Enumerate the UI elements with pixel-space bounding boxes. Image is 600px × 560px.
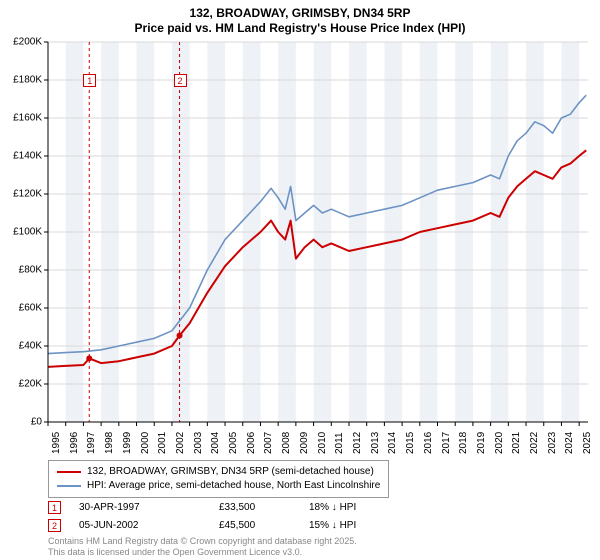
xtick-label: 2013 (370, 432, 381, 454)
xtick-label: 2012 (352, 432, 363, 454)
xtick-label: 2019 (476, 432, 487, 454)
xtick-label: 2025 (582, 432, 593, 454)
footer: Contains HM Land Registry data © Crown c… (48, 536, 357, 558)
legend-label-hpi: HPI: Average price, semi-detached house,… (87, 479, 380, 493)
sales-price-2: £45,500 (219, 520, 309, 531)
xtick-label: 1996 (69, 432, 80, 454)
sale-marker-box: 1 (83, 74, 96, 87)
xtick-label: 2010 (317, 432, 328, 454)
xtick-label: 2011 (334, 432, 345, 454)
xtick-label: 2009 (299, 432, 310, 454)
legend: 132, BROADWAY, GRIMSBY, DN34 5RP (semi-d… (48, 460, 389, 498)
sales-row-1: 1 30-APR-1997 £33,500 18% ↓ HPI (48, 498, 419, 516)
title-address: 132, BROADWAY, GRIMSBY, DN34 5RP (0, 6, 600, 21)
xtick-label: 2022 (529, 432, 540, 454)
xtick-label: 2021 (511, 432, 522, 454)
xtick-label: 2004 (210, 432, 221, 454)
xtick-label: 2003 (193, 432, 204, 454)
xtick-label: 2001 (157, 432, 168, 454)
xtick-label: 2023 (547, 432, 558, 454)
xtick-label: 2017 (441, 432, 452, 454)
xtick-label: 2007 (263, 432, 274, 454)
xtick-label: 2016 (423, 432, 434, 454)
legend-label-property: 132, BROADWAY, GRIMSBY, DN34 5RP (semi-d… (87, 465, 374, 479)
xtick-label: 2018 (458, 432, 469, 454)
ytick-label: £100K (0, 227, 42, 238)
sales-date-1: 30-APR-1997 (79, 502, 219, 513)
sales-pct-1: 18% ↓ HPI (309, 502, 419, 513)
ytick-label: £120K (0, 189, 42, 200)
ytick-label: £0 (0, 417, 42, 428)
xtick-label: 1998 (104, 432, 115, 454)
chart-area: £0£20K£40K£60K£80K£100K£120K£140K£160K£1… (48, 42, 588, 422)
sales-table: 1 30-APR-1997 £33,500 18% ↓ HPI 2 05-JUN… (48, 498, 419, 534)
xtick-label: 2024 (564, 432, 575, 454)
xtick-label: 2006 (246, 432, 257, 454)
ytick-label: £20K (0, 379, 42, 390)
xtick-label: 2005 (228, 432, 239, 454)
sales-marker-1: 1 (48, 501, 61, 514)
xtick-label: 2002 (175, 432, 186, 454)
ytick-label: £160K (0, 113, 42, 124)
sales-pct-2: 15% ↓ HPI (309, 520, 419, 531)
sales-row-2: 2 05-JUN-2002 £45,500 15% ↓ HPI (48, 516, 419, 534)
footer-line1: Contains HM Land Registry data © Crown c… (48, 536, 357, 547)
chart-container: 132, BROADWAY, GRIMSBY, DN34 5RP Price p… (0, 0, 600, 560)
xtick-label: 1997 (86, 432, 97, 454)
ytick-label: £80K (0, 265, 42, 276)
legend-swatch-property (57, 471, 81, 473)
xtick-label: 2014 (387, 432, 398, 454)
xtick-label: 2000 (140, 432, 151, 454)
xtick-label: 2015 (405, 432, 416, 454)
ytick-label: £180K (0, 75, 42, 86)
ytick-label: £60K (0, 303, 42, 314)
legend-swatch-hpi (57, 485, 81, 487)
sales-date-2: 05-JUN-2002 (79, 520, 219, 531)
sales-marker-2: 2 (48, 519, 61, 532)
title-subtitle: Price paid vs. HM Land Registry's House … (0, 21, 600, 36)
legend-item-hpi: HPI: Average price, semi-detached house,… (57, 479, 380, 493)
xtick-label: 1999 (122, 432, 133, 454)
xtick-label: 2008 (281, 432, 292, 454)
ytick-label: £40K (0, 341, 42, 352)
title-block: 132, BROADWAY, GRIMSBY, DN34 5RP Price p… (0, 0, 600, 36)
sales-price-1: £33,500 (219, 502, 309, 513)
xtick-label: 2020 (494, 432, 505, 454)
chart-svg (48, 42, 588, 422)
sale-marker-box: 2 (174, 74, 187, 87)
xtick-label: 1995 (51, 432, 62, 454)
footer-line2: This data is licensed under the Open Gov… (48, 547, 357, 558)
legend-item-property: 132, BROADWAY, GRIMSBY, DN34 5RP (semi-d… (57, 465, 380, 479)
ytick-label: £140K (0, 151, 42, 162)
ytick-label: £200K (0, 37, 42, 48)
